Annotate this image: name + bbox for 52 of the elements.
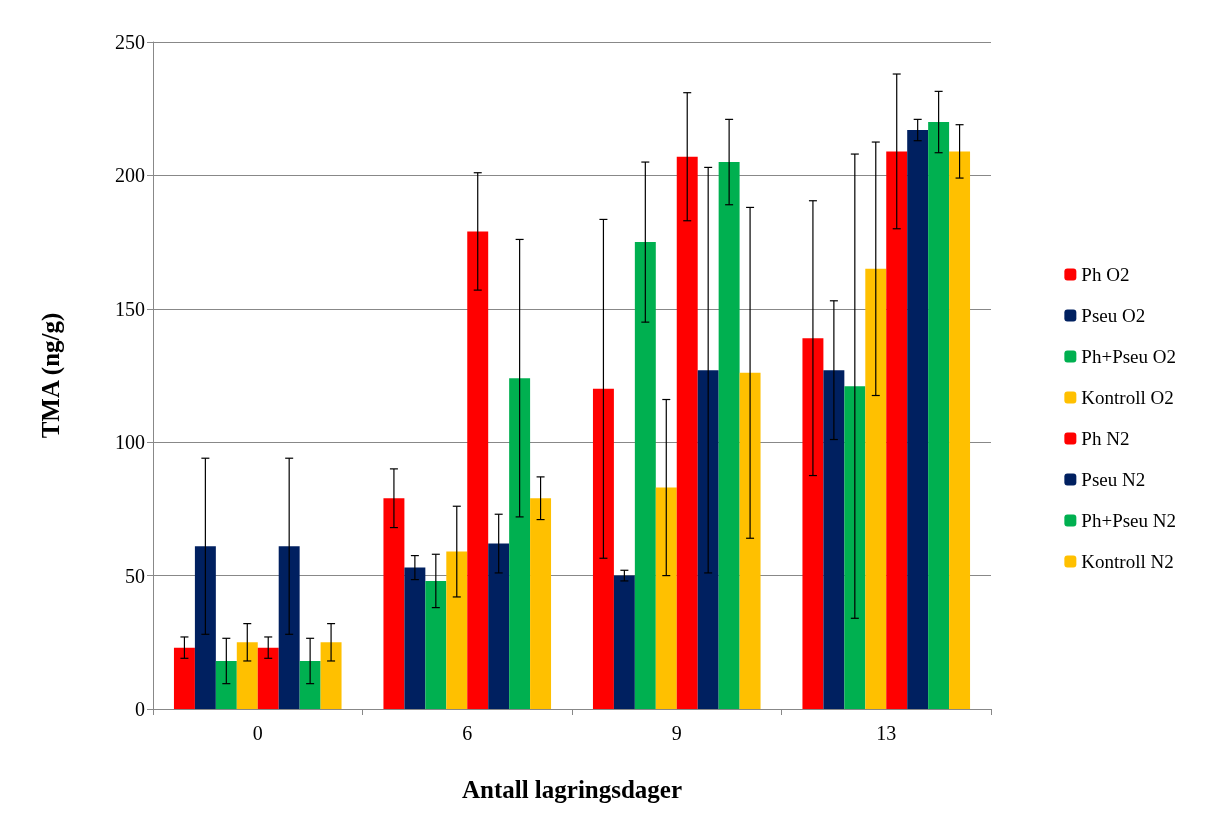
bar: [823, 370, 845, 709]
y-tick-label: 0: [135, 698, 145, 720]
legend-label: Ph N2: [1081, 428, 1130, 449]
bar: [257, 647, 279, 709]
bar: [194, 546, 216, 709]
bar: [655, 487, 677, 709]
bar: [592, 388, 614, 709]
bar: [865, 268, 887, 709]
bar: [236, 642, 258, 709]
bar: [509, 378, 531, 709]
bar: [718, 162, 740, 709]
y-tick-label: 50: [125, 564, 145, 587]
bar: [739, 372, 761, 709]
bar: [530, 498, 552, 709]
bar: [404, 567, 426, 709]
x-tick-label: 13: [876, 722, 897, 744]
bar: [676, 156, 698, 709]
bar: [278, 546, 300, 709]
legend-label: Kontroll N2: [1081, 551, 1174, 572]
bar: [697, 370, 719, 709]
bar: [886, 151, 908, 709]
x-tick-label: 9: [671, 722, 682, 744]
bar: [320, 642, 342, 709]
legend-label: Ph+Pseu O2: [1081, 346, 1177, 367]
bar: [425, 580, 447, 709]
legend-label: Pseu N2: [1081, 469, 1146, 490]
y-tick-label: 250: [115, 31, 145, 53]
bar: [215, 660, 237, 709]
bar: [446, 551, 468, 709]
bar: [949, 151, 971, 709]
y-tick-label: 200: [115, 164, 145, 187]
bar: [173, 647, 195, 709]
y-tick-label: 150: [115, 297, 145, 320]
x-tick-label: 6: [462, 722, 473, 744]
legend-label: Pseu O2: [1081, 305, 1146, 326]
bar: [299, 660, 321, 709]
bar: [802, 338, 824, 709]
bar: [844, 386, 866, 709]
x-tick-label: 0: [252, 722, 263, 744]
bar: [907, 130, 929, 709]
legend-label: Ph O2: [1081, 264, 1130, 285]
bar: [488, 543, 510, 709]
bar: [928, 122, 950, 709]
bar: [383, 498, 405, 709]
legend-label: Ph+Pseu N2: [1081, 510, 1177, 531]
bar: [634, 242, 656, 709]
y-axis-title: TMA (ng/g): [37, 312, 65, 439]
legend-label: Kontroll O2: [1081, 387, 1174, 408]
y-tick-label: 100: [115, 431, 145, 454]
bar: [467, 231, 489, 709]
x-axis-title: Antall lagringsdager: [461, 776, 683, 803]
bar: [613, 575, 635, 709]
